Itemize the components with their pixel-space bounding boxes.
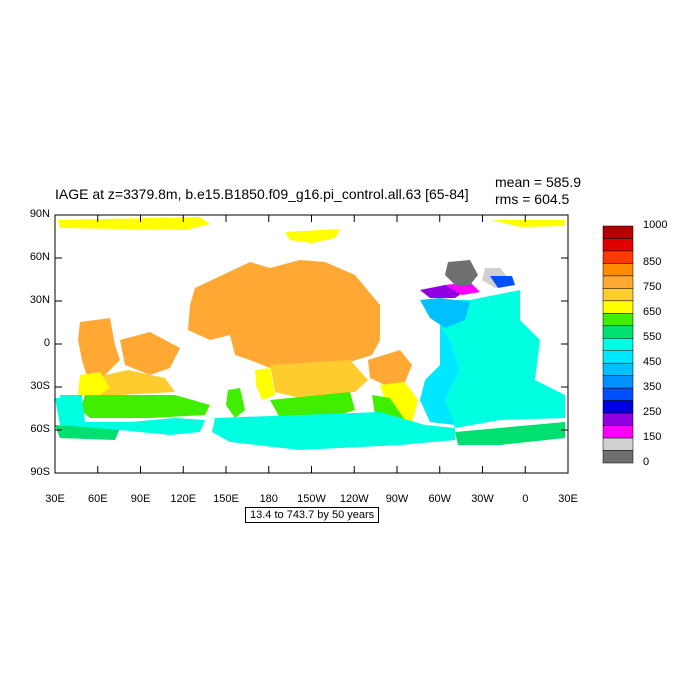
region-natl-grey-dark — [445, 260, 478, 285]
colorbar-box — [602, 275, 634, 289]
y-tick-label: 0 — [43, 337, 50, 349]
x-tick-label: 0 — [522, 493, 529, 505]
x-tick-label: 180 — [259, 493, 278, 505]
region-atl-cyan — [430, 290, 565, 428]
region-indian-yellow — [78, 372, 110, 398]
region-natl-magenta — [445, 282, 480, 295]
colorbar — [602, 225, 634, 464]
region-arctic — [58, 217, 210, 230]
map-field — [55, 217, 565, 450]
y-tick-label: 60S — [30, 423, 50, 435]
colorbar-box — [602, 338, 634, 351]
region-southern-green-3 — [226, 388, 245, 418]
region-south-green — [55, 425, 120, 440]
colorbar-label: 250 — [643, 406, 662, 419]
y-tick-label: 90N — [29, 208, 50, 220]
colorbar-label: 850 — [643, 256, 662, 269]
x-tick-label: 90E — [130, 493, 151, 505]
x-tick-label: 30W — [471, 493, 494, 505]
x-tick-label: 150E — [213, 493, 239, 505]
colorbar-box — [602, 425, 634, 439]
x-tick-label: 60E — [87, 493, 108, 505]
colorbar-box — [602, 225, 634, 239]
region-atl-blue — [420, 298, 470, 328]
contour-range-box: 13.4 to 743.7 by 50 years — [245, 507, 380, 523]
region-indian-cyan — [60, 395, 82, 405]
colorbar-box — [602, 437, 634, 451]
region-indian-orange — [78, 318, 120, 380]
region-arctic-atlantic — [492, 220, 565, 227]
region-natl-blue-dark — [490, 276, 515, 288]
colorbar-label: 750 — [643, 281, 662, 294]
rms-value: rms = 604.5 — [495, 191, 570, 207]
colorbar-box — [602, 450, 634, 464]
region-se-pacific-orange — [368, 350, 412, 385]
x-tick-label: 60W — [428, 493, 452, 505]
region-arctic-pacific — [285, 229, 340, 243]
region-southern-green-1 — [80, 395, 210, 418]
region-seatl-yellow — [380, 382, 418, 430]
colorbar-box — [602, 325, 634, 339]
colorbar-label: 550 — [643, 331, 662, 344]
colorbar-label: 0 — [643, 456, 650, 468]
colorbar-box — [602, 288, 634, 302]
colorbar-box — [602, 400, 634, 414]
colorbar-box — [602, 387, 634, 401]
x-tick-label: 120W — [339, 493, 369, 505]
axis-ticks — [54, 214, 569, 474]
x-tick-label: 150W — [297, 493, 326, 505]
y-tick-label: 60N — [29, 251, 50, 263]
colorbar-label: 150 — [643, 431, 662, 444]
region-southern-green-2 — [270, 392, 355, 418]
colorbar-label: 450 — [643, 356, 662, 369]
colorbar-box — [602, 375, 634, 389]
colorbar-box — [602, 362, 634, 376]
region-pacific-yellow — [255, 368, 275, 400]
colorbar-label: 650 — [643, 306, 662, 319]
region-pacific-orange — [188, 260, 380, 372]
y-tick-label: 30N — [29, 294, 50, 306]
colorbar-box — [602, 263, 634, 277]
colorbar-label: 350 — [643, 381, 662, 394]
colorbar-box — [602, 313, 634, 327]
colorbar-box — [602, 412, 634, 426]
colorbar-box — [602, 300, 634, 314]
x-tick-label: 30E — [45, 493, 65, 505]
colorbar-box — [602, 238, 634, 252]
region-atl-south-green — [455, 422, 565, 445]
colorbar-label: 1000 — [643, 219, 668, 231]
mean-value: mean = 585.9 — [495, 174, 582, 190]
region-southern-cyan-2 — [212, 412, 455, 450]
region-indian-lorange — [88, 370, 175, 395]
colorbar-box — [602, 350, 634, 364]
y-tick-label: 90S — [30, 466, 50, 478]
region-southern-cyan-1 — [55, 398, 205, 435]
plot-title: IAGE at z=3379.8m, b.e15.B1850.f09_g16.p… — [55, 186, 469, 202]
y-tick-label: 30S — [30, 380, 50, 392]
region-bay-orange — [120, 332, 180, 375]
x-tick-label: 120E — [170, 493, 197, 505]
region-pacific-south-lorange — [270, 360, 368, 398]
x-tick-label: 90W — [385, 493, 409, 505]
x-tick-label: 30E — [558, 493, 578, 505]
colorbar-box — [602, 250, 634, 264]
region-atl-sky — [420, 325, 460, 425]
